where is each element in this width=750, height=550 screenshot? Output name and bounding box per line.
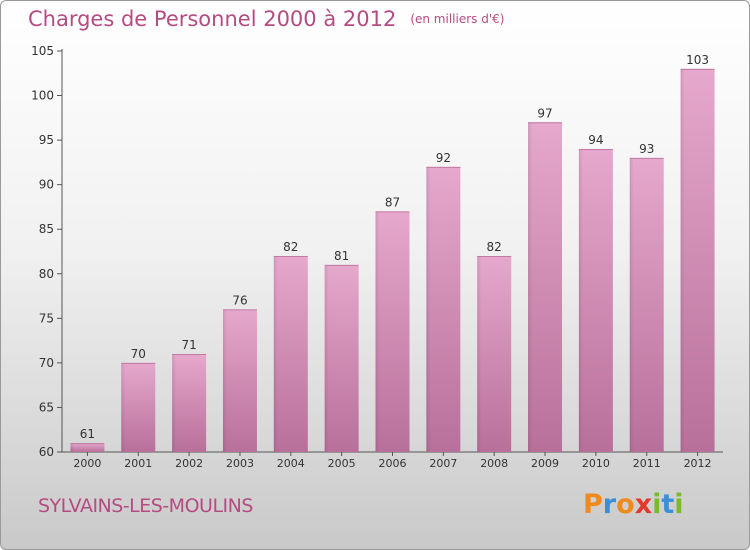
bar bbox=[121, 362, 156, 452]
x-tick-label: 2003 bbox=[226, 457, 254, 470]
x-tick-label: 2010 bbox=[582, 457, 610, 470]
chart-subtitle: (en milliers d'€) bbox=[410, 12, 505, 26]
bar-value-label: 71 bbox=[181, 338, 196, 352]
x-tick-label: 2011 bbox=[633, 457, 661, 470]
bar-value-label: 82 bbox=[283, 240, 298, 254]
bar-shade bbox=[680, 68, 685, 453]
bar-shade bbox=[172, 353, 177, 452]
y-tick-label: 80 bbox=[39, 267, 54, 281]
chart-title: Charges de Personnel 2000 à 2012 (en mill… bbox=[28, 7, 504, 31]
bar-shade bbox=[324, 264, 329, 452]
bar-shade bbox=[70, 443, 75, 452]
bar bbox=[375, 211, 410, 452]
x-tick-label: 2008 bbox=[480, 457, 508, 470]
x-tick-label: 2002 bbox=[175, 457, 203, 470]
bar bbox=[172, 353, 207, 452]
y-tick-label: 65 bbox=[39, 400, 54, 414]
y-tick-label: 60 bbox=[39, 445, 54, 459]
bar-shade bbox=[578, 149, 583, 452]
bar bbox=[70, 443, 105, 452]
bar-value-label: 97 bbox=[537, 106, 552, 120]
x-tick-label: 2009 bbox=[531, 457, 559, 470]
bar bbox=[222, 309, 257, 452]
bar bbox=[528, 122, 563, 453]
bars bbox=[70, 68, 715, 453]
logo-letter: x bbox=[634, 489, 653, 520]
logo-letter: i bbox=[674, 489, 684, 520]
bar-shade bbox=[222, 309, 227, 452]
logo-letter: t bbox=[661, 489, 675, 520]
y-tick-label: 90 bbox=[39, 178, 54, 192]
x-tick-label: 2012 bbox=[684, 457, 712, 470]
y-tick-label: 105 bbox=[31, 44, 54, 58]
bar-shade bbox=[426, 166, 431, 452]
bar bbox=[477, 255, 512, 452]
bar-shade bbox=[528, 122, 533, 453]
y-tick-label: 85 bbox=[39, 222, 54, 236]
logo-letter: P bbox=[583, 489, 603, 520]
x-tick-label: 2004 bbox=[277, 457, 305, 470]
bar-shade bbox=[121, 362, 126, 452]
axes: 60 65 70 75 80 85 90 95 100 105 bbox=[31, 44, 723, 459]
bar bbox=[629, 157, 664, 452]
x-tick-label: 2000 bbox=[73, 457, 101, 470]
bar-value-label: 103 bbox=[686, 53, 709, 67]
bar-value-label: 70 bbox=[131, 347, 146, 361]
bar-value-label: 92 bbox=[436, 151, 451, 165]
x-tick-label: 2006 bbox=[379, 457, 407, 470]
bar-value-label: 93 bbox=[639, 142, 654, 156]
bar-value-label: 87 bbox=[385, 195, 400, 209]
y-tick-label: 75 bbox=[39, 311, 54, 325]
bar-shade bbox=[629, 157, 634, 452]
y-tick-label: 100 bbox=[31, 89, 54, 103]
bar-shade bbox=[375, 211, 380, 452]
bar bbox=[680, 68, 715, 453]
x-tick-label: 2007 bbox=[429, 457, 457, 470]
x-tick-label: 2005 bbox=[328, 457, 356, 470]
logo-letter: i bbox=[652, 489, 662, 520]
commune-name: SYLVAINS-LES-MOULINS bbox=[38, 495, 253, 517]
logo-letter: r bbox=[602, 489, 617, 520]
bar-shade bbox=[273, 255, 278, 452]
bar-value-label: 82 bbox=[487, 240, 502, 254]
y-tick-label: 95 bbox=[39, 133, 54, 147]
bar-shade bbox=[477, 255, 482, 452]
x-tick-label: 2001 bbox=[124, 457, 152, 470]
labels: 61 2000 70 2001 71 2002 76 2003 82 2004 81 2005 87 20… bbox=[73, 53, 711, 470]
bar bbox=[578, 149, 613, 452]
logo-letter: o bbox=[616, 489, 635, 520]
y-tick-label: 70 bbox=[39, 356, 54, 370]
bar bbox=[426, 166, 461, 452]
bar-value-label: 61 bbox=[80, 427, 95, 441]
bar-value-label: 76 bbox=[232, 293, 247, 307]
bar-value-label: 94 bbox=[588, 133, 603, 147]
bar bbox=[273, 255, 308, 452]
chart-title-text: Charges de Personnel 2000 à 2012 bbox=[28, 7, 397, 31]
bar bbox=[324, 264, 359, 452]
bar-value-label: 81 bbox=[334, 249, 349, 263]
proxiti-logo: Proxiti bbox=[583, 489, 684, 520]
